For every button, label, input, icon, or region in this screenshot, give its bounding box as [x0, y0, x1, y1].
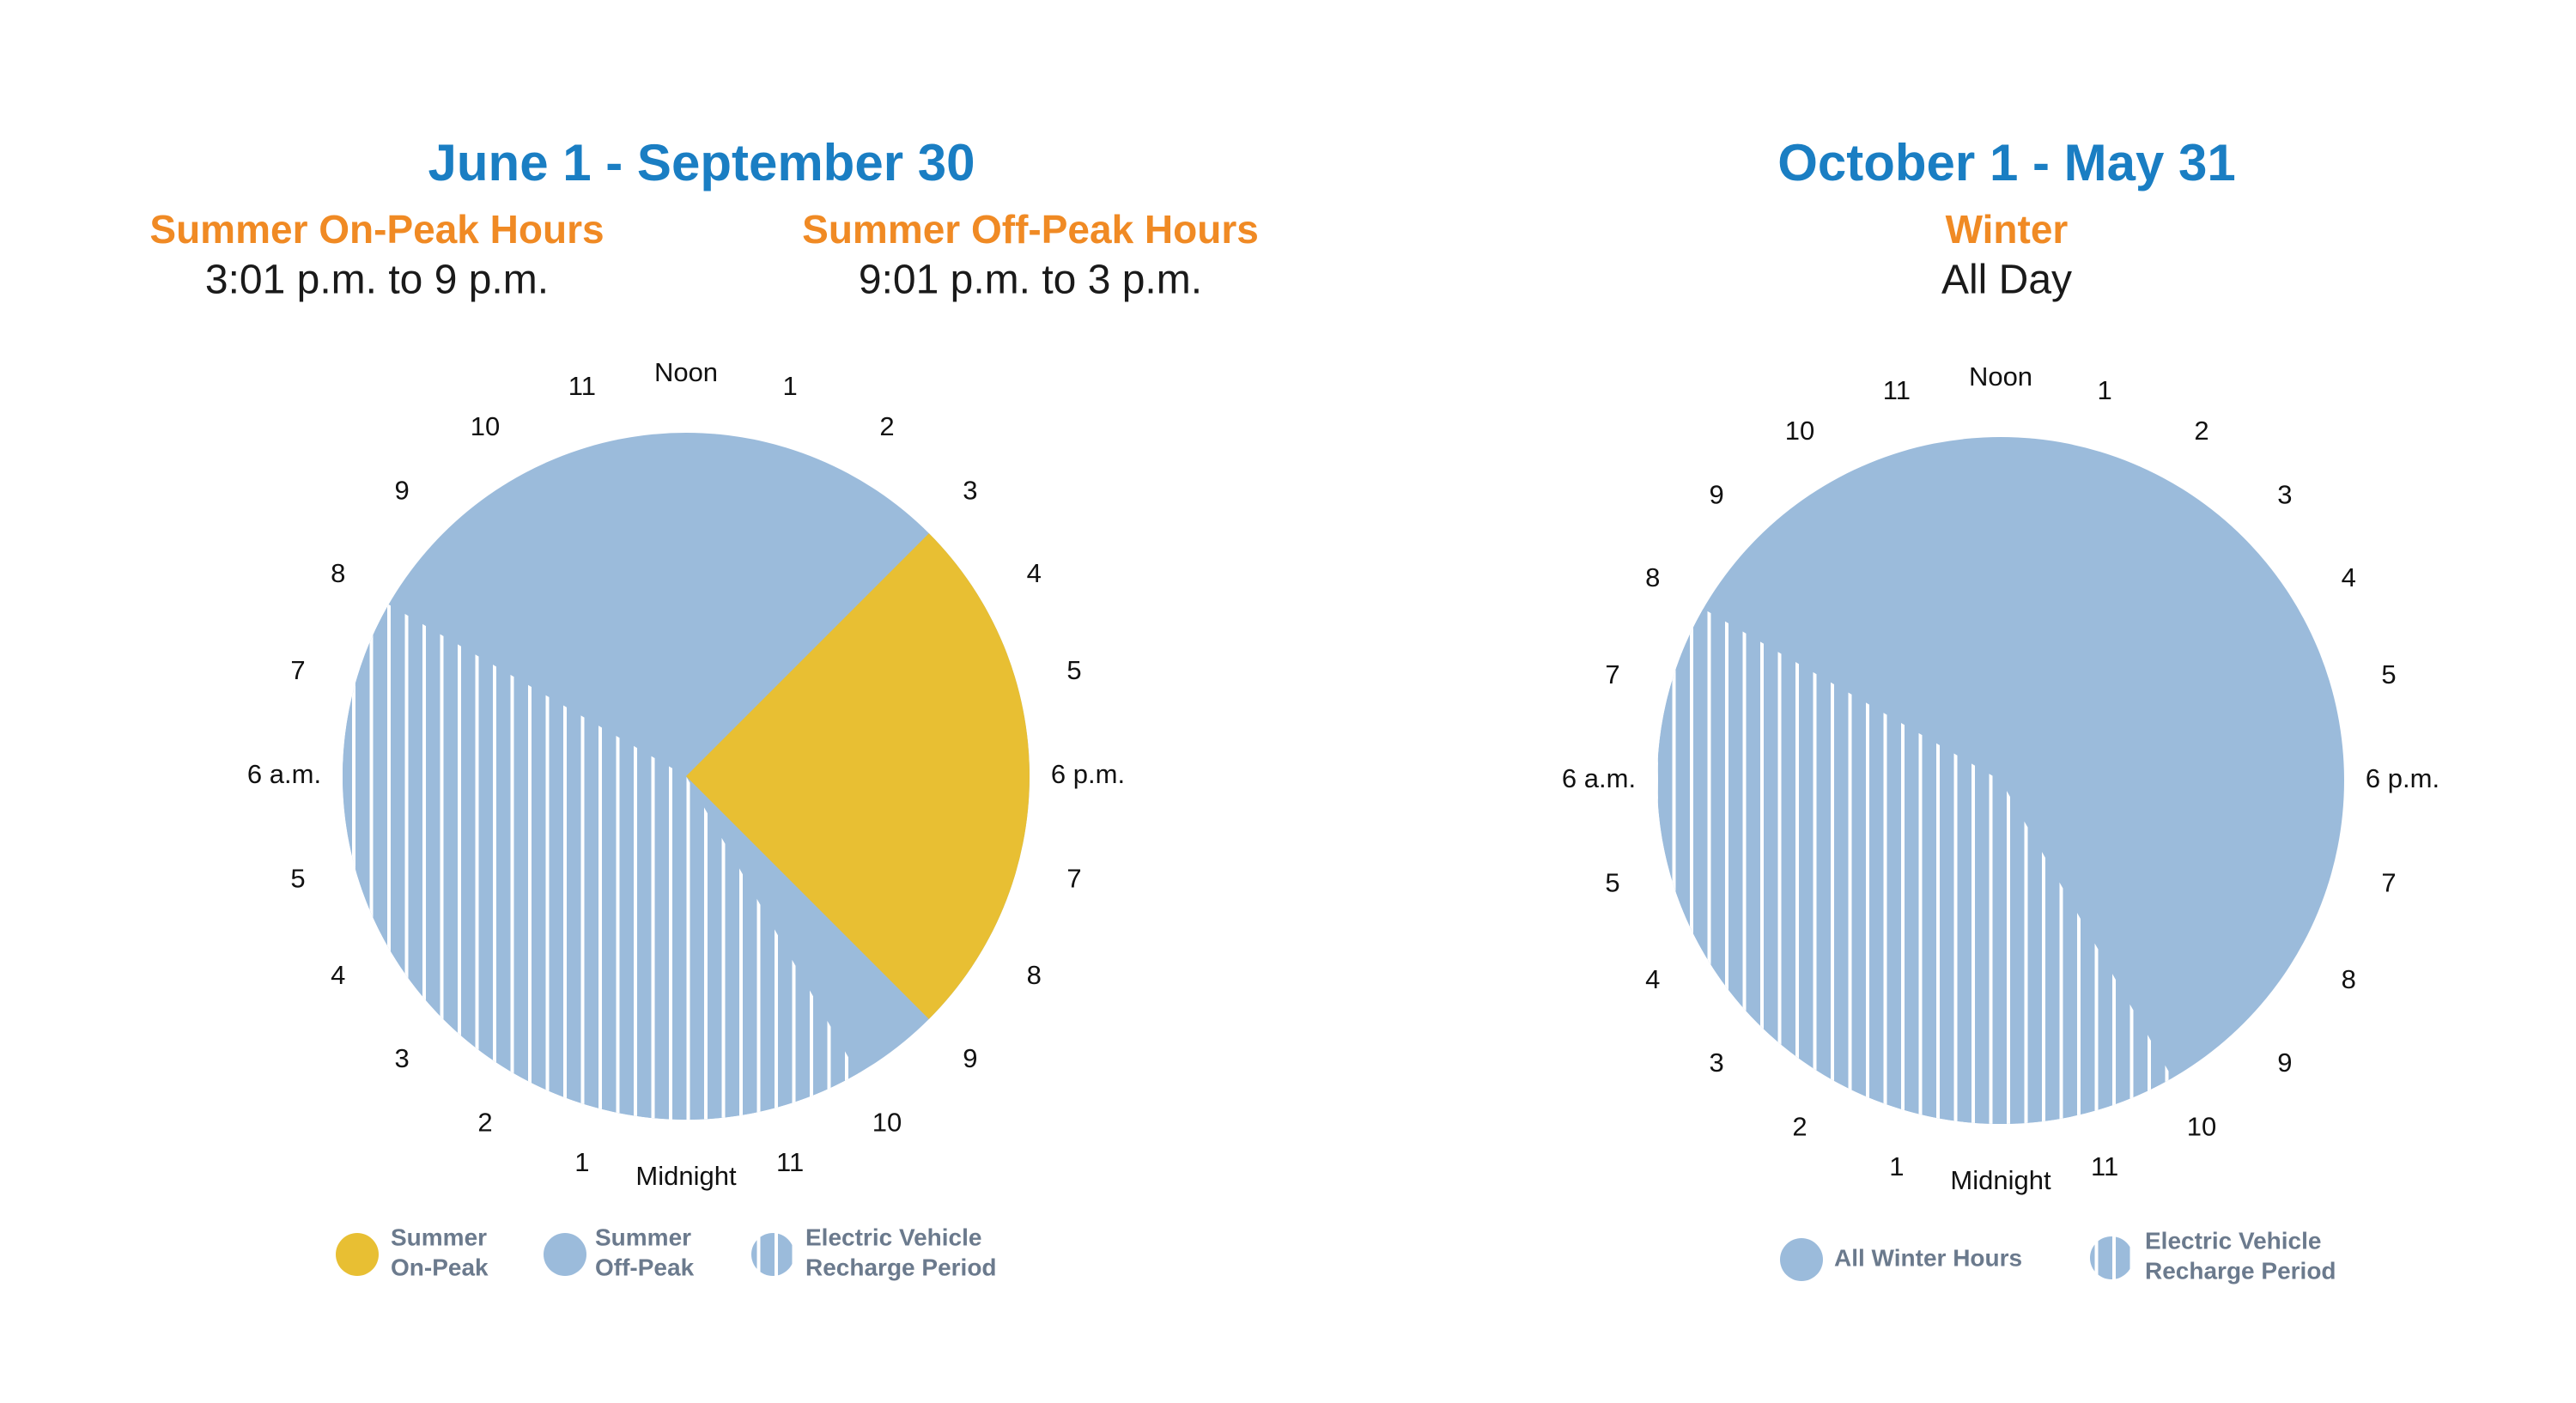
hour-label: 5 — [1066, 655, 1081, 685]
hour-label: 9 — [2277, 1048, 2292, 1078]
winter-heading: Winter — [1946, 207, 2069, 252]
hour-label: 7 — [1066, 863, 1081, 893]
hour-label: 11 — [1883, 375, 1911, 405]
winter-hours: All Day — [1941, 258, 2072, 303]
hour-label: 2 — [2194, 416, 2208, 446]
hour-label: 6 a.m. — [247, 759, 321, 789]
hour-label: 3 — [2277, 479, 2292, 509]
hour-label: 4 — [2342, 562, 2356, 592]
hour-label: 7 — [1605, 659, 1619, 689]
hour-label: 4 — [1027, 558, 1042, 588]
legend-label: Recharge Period — [2145, 1257, 2336, 1284]
hour-label: Midnight — [635, 1161, 737, 1191]
hour-label: 8 — [1645, 562, 1660, 592]
legend-label: Electric Vehicle — [805, 1224, 981, 1250]
legend-label: Off-Peak — [595, 1254, 695, 1280]
hour-label: 6 p.m. — [2366, 763, 2439, 793]
hour-label: 7 — [2381, 867, 2396, 897]
hour-label: 8 — [2342, 964, 2356, 994]
hour-label: 2 — [477, 1107, 492, 1137]
hour-label: 7 — [290, 655, 305, 685]
hour-label: 6 p.m. — [1051, 759, 1125, 789]
ev-recharge-wedge — [1656, 609, 2172, 1124]
hour-label: 1 — [1889, 1151, 1904, 1181]
legend-swatch — [1780, 1238, 1823, 1281]
legend-swatch — [751, 1233, 794, 1276]
hour-label: 9 — [394, 475, 409, 505]
legend-label: All Winter Hours — [1834, 1244, 2022, 1271]
off-peak-hours: 9:01 p.m. to 3 p.m. — [859, 258, 1202, 303]
hour-label: 11 — [2091, 1151, 2118, 1181]
hour-label: Noon — [1969, 361, 2032, 392]
hour-label: 8 — [331, 558, 345, 588]
legend-label: Summer — [595, 1224, 691, 1250]
hour-label: 10 — [1785, 416, 1814, 446]
legend-swatch — [336, 1233, 379, 1276]
hour-label: 10 — [2187, 1111, 2216, 1141]
hour-label: 9 — [1709, 479, 1723, 509]
hour-label: 3 — [1709, 1048, 1723, 1078]
hour-label: 8 — [1027, 960, 1042, 990]
hour-label: 4 — [1645, 964, 1660, 994]
on-peak-hours: 3:01 p.m. to 9 p.m. — [205, 258, 549, 303]
hour-label: 3 — [963, 475, 977, 505]
legend-label: On-Peak — [391, 1254, 489, 1280]
right-title: October 1 - May 31 — [1777, 134, 2236, 191]
left-title: June 1 - September 30 — [428, 134, 975, 191]
legend-swatch — [2090, 1236, 2133, 1279]
legend-label: Summer — [391, 1224, 487, 1250]
legend-label: Electric Vehicle — [2145, 1227, 2321, 1254]
ev-recharge-wedge — [342, 604, 858, 1120]
hour-label: 5 — [290, 863, 305, 893]
off-peak-heading: Summer Off-Peak Hours — [802, 207, 1259, 252]
hour-label: 5 — [2381, 659, 2396, 689]
hour-label: Noon — [654, 357, 718, 387]
hour-label: 3 — [394, 1043, 409, 1073]
hour-label: 9 — [963, 1043, 977, 1073]
hour-label: 1 — [783, 371, 798, 401]
hour-label: 5 — [1605, 867, 1619, 897]
hour-label: 1 — [2098, 375, 2112, 405]
hour-label: Midnight — [1950, 1165, 2051, 1195]
hour-label: 10 — [471, 411, 500, 441]
hour-label: 4 — [331, 960, 345, 990]
hour-label: 10 — [872, 1107, 902, 1137]
hour-label: 11 — [776, 1147, 804, 1177]
hour-label: 6 a.m. — [1562, 763, 1636, 793]
legend-swatch — [544, 1233, 586, 1276]
legend-label: Recharge Period — [805, 1254, 997, 1280]
hour-label: 2 — [879, 411, 894, 441]
on-peak-heading: Summer On-Peak Hours — [149, 207, 604, 252]
on-peak-wedge — [686, 533, 1030, 1019]
hour-label: 11 — [568, 371, 596, 401]
hour-label: 1 — [574, 1147, 589, 1177]
hour-label: 2 — [1792, 1111, 1807, 1141]
